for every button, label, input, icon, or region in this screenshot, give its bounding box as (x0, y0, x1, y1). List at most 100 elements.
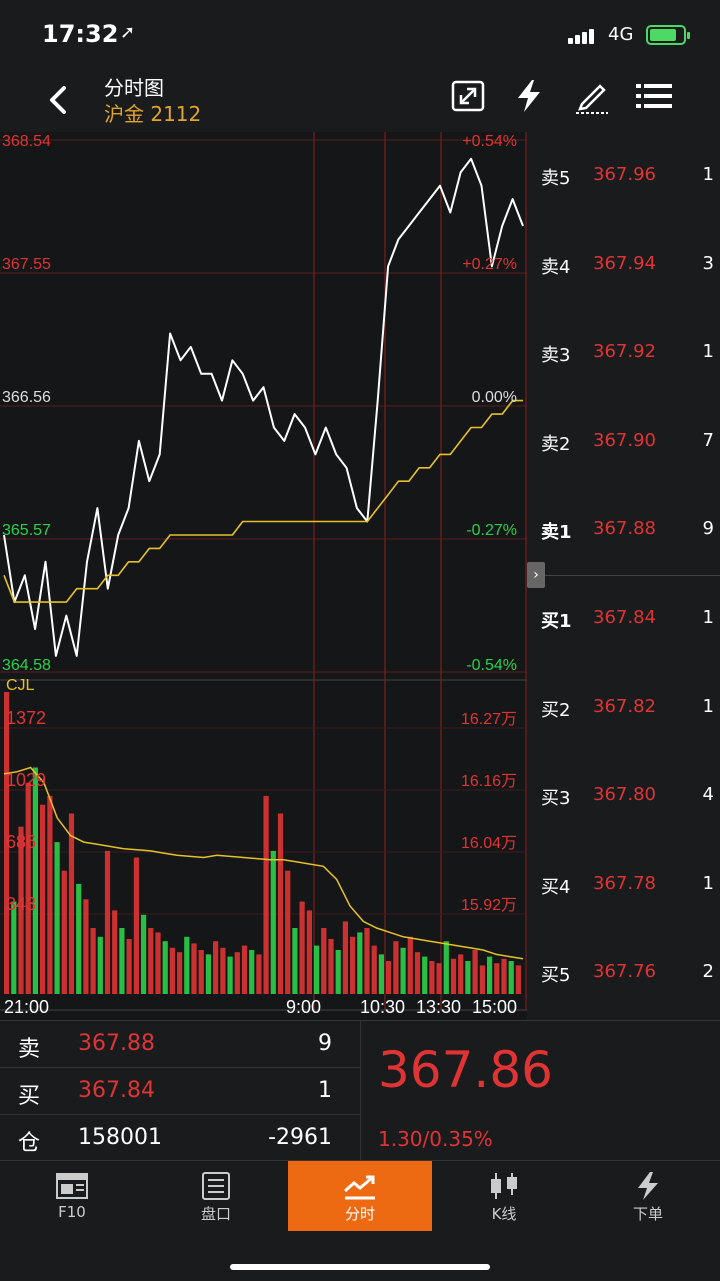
tab-order[interactable]: 下单 (576, 1161, 720, 1231)
sell-price: 367.88 (78, 1031, 155, 1056)
order-level-label: 卖1 (541, 522, 572, 543)
price-axis-label-right: +0.54% (462, 133, 517, 150)
collapse-panel-button[interactable]: › (527, 562, 545, 588)
volume-bar (249, 950, 255, 994)
volume-bar (422, 956, 428, 994)
price-axis-label-right: 0.00% (472, 389, 517, 406)
sell-label: 卖 (18, 1037, 41, 1062)
order-level-label: 买4 (541, 876, 571, 898)
volume-bar (270, 850, 276, 994)
time-axis-label: 15:00 (472, 997, 517, 1017)
oi-label: 仓 (18, 1131, 41, 1156)
volume-bar (357, 932, 363, 994)
order-level-price: 367.76 (593, 961, 656, 982)
tab-f10[interactable]: F10 (0, 1161, 144, 1231)
order-level-price: 367.94 (593, 252, 656, 274)
signal-icon (568, 26, 600, 44)
volume-bar (61, 870, 67, 994)
volume-bar (508, 961, 514, 994)
timeshare-chart[interactable]: 368.54 367.55 366.56 365.57 364.58 +0.54% +0.2… (0, 132, 720, 1020)
volume-bar (169, 947, 175, 994)
back-arrow-icon[interactable] (40, 80, 80, 120)
volume-bar (141, 914, 147, 994)
tab-label-timeshare: 分时 (344, 1205, 375, 1223)
ask-level-2[interactable]: 卖4 367.94 3 (527, 245, 720, 285)
volume-bar (104, 850, 111, 994)
tab-label-f10: F10 (58, 1203, 86, 1221)
volume-bar (443, 941, 449, 994)
tab-timeshare[interactable]: 分时 (288, 1161, 432, 1231)
chart-canvas[interactable]: 368.54 367.55 366.56 365.57 364.58 +0.54% +0.2… (0, 132, 720, 1020)
menu-icon[interactable] (634, 76, 674, 116)
volume-bar (407, 936, 413, 994)
ask-level-4[interactable]: 卖2 367.90 7 (527, 422, 720, 462)
price-axis-label-left: 367.55 (2, 256, 51, 273)
volume-bar (177, 952, 183, 994)
buy-volume: 1 (318, 1078, 332, 1103)
volume-bar (277, 813, 284, 994)
buy-price: 367.84 (78, 1078, 155, 1103)
volume-bar (306, 910, 312, 994)
f10-icon (56, 1173, 88, 1199)
volume-bar (25, 782, 31, 994)
time-axis-label: 10:30 (360, 997, 405, 1017)
time-axis-label: 21:00 (4, 997, 49, 1017)
volume-bar (40, 804, 46, 994)
volume-bar (148, 928, 154, 994)
volume-bar (97, 936, 103, 994)
time-axis-label: 13:30 (416, 997, 461, 1017)
order-level-label: 卖3 (541, 345, 571, 366)
volume-bar (371, 945, 377, 994)
page-title: 分时图 (104, 76, 164, 100)
volume-bar (342, 921, 348, 994)
volume-bar (335, 950, 341, 994)
volume-bar (494, 963, 500, 994)
price-axis-label-left: 365.57 (2, 522, 51, 539)
tab-orderbook[interactable]: 盘口 (144, 1161, 288, 1231)
last-price: 367.86 (378, 1041, 553, 1099)
order-level-label: 买2 (541, 699, 571, 721)
status-bar: 17:32 ➚ 4G (0, 0, 720, 70)
draw-icon[interactable] (572, 76, 612, 116)
lightning-icon[interactable] (510, 76, 550, 116)
open-interest-line (3, 766, 524, 960)
volume-bar (90, 928, 96, 994)
volume-bar (76, 883, 82, 994)
summary-oi-row: 仓 158001 -2961 (0, 1115, 360, 1161)
volume-axis-label-left: 343 (6, 894, 36, 914)
tab-kline[interactable]: K线 (432, 1161, 576, 1231)
volume-bar (472, 950, 478, 994)
order-level-volume: 1 (702, 607, 714, 628)
expand-icon[interactable] (448, 76, 488, 116)
bid-level-3[interactable]: 买3 367.80 4 (527, 776, 720, 816)
order-level-volume: 3 (702, 252, 714, 274)
volume-axis-label-right: 16.04万 (461, 835, 517, 852)
volume-bar (47, 795, 53, 994)
order-book: › 卖5 367.96 1 卖4 367.94 3 卖3 367.92 1 卖2 367.90 7 卖1… (527, 132, 720, 1020)
order-level-label: 卖5 (541, 168, 571, 189)
order-level-volume: 1 (702, 341, 714, 362)
oi-change: -2961 (268, 1125, 332, 1150)
price-axis-label-right: -0.54% (466, 657, 517, 674)
volume-bar (83, 899, 89, 994)
volume-bar (436, 963, 442, 994)
order-level-volume: 1 (702, 164, 714, 185)
ask-level-5[interactable]: 卖1 367.88 9 (527, 510, 720, 550)
price-change: 1.30/0.35% (378, 1127, 493, 1151)
timeshare-icon (344, 1175, 375, 1200)
volume-bar (393, 941, 399, 994)
bid-level-5[interactable]: 买5 367.76 2 (527, 953, 720, 993)
volume-bar (501, 958, 507, 994)
location-arrow-icon: ➚ (120, 22, 136, 43)
volume-bar (205, 954, 211, 994)
ask-level-3[interactable]: 卖3 367.92 1 (527, 333, 720, 373)
volume-bar (429, 961, 435, 994)
quote-summary: 卖 367.88 9 买 367.84 1 仓 158001 -2961 367… (0, 1020, 720, 1161)
bid-level-1[interactable]: 买1 367.84 1 (527, 599, 720, 639)
ask-level-1[interactable]: 卖5 367.96 1 (527, 156, 720, 196)
bid-level-4[interactable]: 买4 367.78 1 (527, 865, 720, 905)
volume-bar (133, 857, 139, 994)
order-level-price: 367.88 (593, 518, 656, 539)
bid-level-2[interactable]: 买2 367.82 1 (527, 688, 720, 728)
volume-bar (256, 954, 262, 994)
